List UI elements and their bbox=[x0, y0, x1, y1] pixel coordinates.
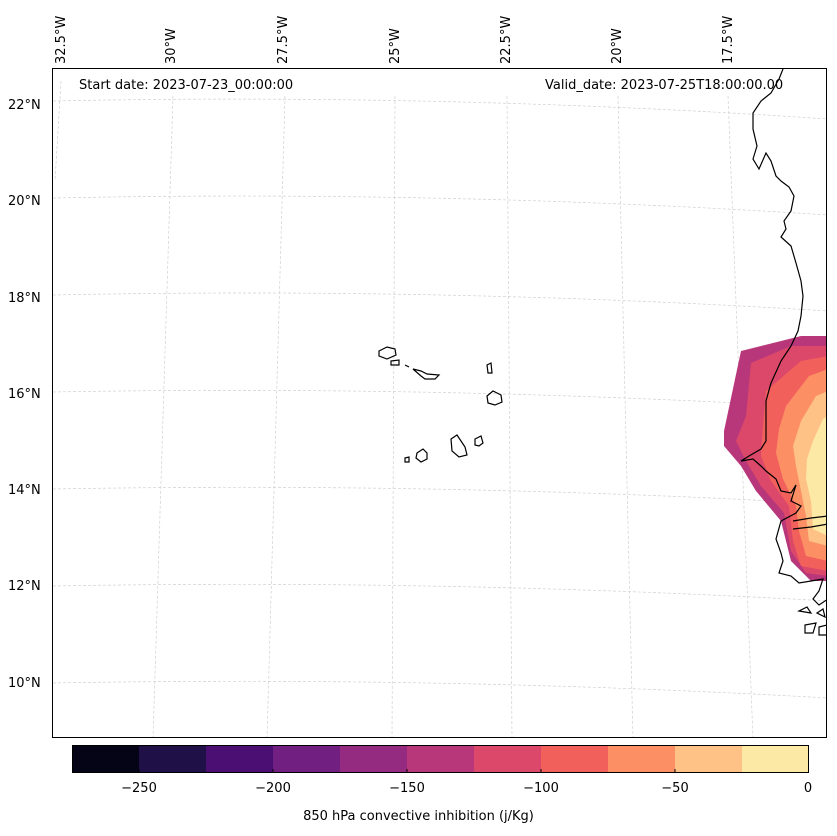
colorbar-swatch bbox=[675, 745, 743, 773]
cape-verde-santiago bbox=[450, 434, 468, 458]
colorbar-swatch bbox=[206, 745, 274, 773]
colorbar-swatch bbox=[541, 745, 609, 773]
africa-coastline bbox=[740, 69, 826, 606]
gridline-lon bbox=[266, 95, 286, 737]
gridline-lon bbox=[617, 95, 634, 737]
bijagos-islands bbox=[815, 608, 826, 619]
cape-verde-santa-luzia bbox=[404, 364, 410, 368]
colorbar-swatch bbox=[273, 745, 341, 773]
gridline-lon bbox=[506, 95, 513, 737]
colorbar-swatch bbox=[407, 745, 475, 773]
bijagos-islands bbox=[804, 622, 817, 634]
lat-label-16n: 16°N bbox=[8, 387, 41, 402]
cape-verde-fogo bbox=[415, 448, 428, 463]
lon-label-32-5w: 32.5°W bbox=[54, 15, 69, 64]
gridline-lon bbox=[391, 95, 396, 737]
gambia-river-south bbox=[792, 523, 826, 530]
colorbar-swatch bbox=[139, 745, 207, 773]
lon-label-30w: 30°W bbox=[164, 28, 179, 64]
lat-label-12n: 12°N bbox=[8, 579, 41, 594]
colorbar-tick-label: −150 bbox=[389, 781, 425, 796]
lat-label-22n: 22°N bbox=[8, 98, 41, 113]
gambia-river bbox=[792, 515, 826, 522]
colorbar-tick-label: −50 bbox=[661, 781, 689, 796]
cape-verde-boa-vista bbox=[486, 390, 503, 406]
lon-label-20w: 20°W bbox=[610, 28, 625, 64]
lon-label-22-5w: 22.5°W bbox=[499, 15, 514, 64]
colorbar-swatch bbox=[340, 745, 408, 773]
cape-verde-sao-vicente bbox=[390, 359, 400, 366]
lon-label-25w: 25°W bbox=[388, 28, 403, 64]
coastlines bbox=[378, 69, 826, 636]
gridline-lat bbox=[53, 680, 826, 699]
colorbar-outline bbox=[72, 745, 809, 773]
lat-label-14n: 14°N bbox=[8, 483, 41, 498]
colorbar bbox=[72, 745, 809, 773]
colorbar-ticks bbox=[138, 769, 809, 773]
start-date-label: Start date: 2023-07-23_00:00:00 bbox=[79, 78, 294, 93]
cape-verde-santo-antao bbox=[378, 346, 397, 360]
map-panel bbox=[52, 68, 827, 738]
colorbar-swatch bbox=[474, 745, 542, 773]
valid-date-label: Valid_date: 2023-07-25T18:00:00.00 bbox=[545, 78, 784, 93]
gridline-lon bbox=[54, 80, 62, 182]
cin-field bbox=[724, 336, 826, 581]
colorbar-tick-label: −100 bbox=[523, 781, 559, 796]
colorbar-swatch bbox=[608, 745, 676, 773]
colorbar-swatch bbox=[742, 745, 809, 773]
cape-verde-maio bbox=[474, 435, 484, 447]
graticule bbox=[53, 80, 826, 737]
cape-verde-sal bbox=[486, 362, 493, 374]
colorbar-tick-label: −200 bbox=[255, 781, 291, 796]
cin-contour-band bbox=[806, 417, 826, 536]
bijagos-islands bbox=[818, 624, 826, 636]
lat-label-18n: 18°N bbox=[8, 291, 41, 306]
gridline-lon bbox=[152, 95, 174, 737]
gridline-lat bbox=[53, 98, 826, 120]
lon-label-27-5w: 27.5°W bbox=[276, 15, 291, 64]
gridline-lat bbox=[53, 195, 826, 216]
colorbar-title: 850 hPa convective inhibition (j/Kg) bbox=[303, 809, 534, 824]
cape-verde-sao-nicolau bbox=[412, 368, 441, 380]
lat-label-10n: 10°N bbox=[8, 676, 41, 691]
bijagos-islands bbox=[797, 606, 813, 614]
cape-verde-brava bbox=[404, 456, 410, 463]
gridline-lat bbox=[53, 583, 826, 602]
colorbar-tick-label: −250 bbox=[121, 781, 157, 796]
lat-label-20n: 20°N bbox=[8, 194, 41, 209]
gridline-lat bbox=[53, 292, 826, 312]
colorbar-tick-label: 0 bbox=[803, 781, 813, 796]
map-canvas bbox=[53, 69, 826, 737]
gridline-lat bbox=[53, 486, 826, 505]
colorbar-swatches bbox=[72, 745, 809, 773]
colorbar-swatch bbox=[72, 745, 140, 773]
gridline-lat bbox=[53, 390, 826, 409]
lon-label-17-5w: 17.5°W bbox=[721, 15, 736, 64]
